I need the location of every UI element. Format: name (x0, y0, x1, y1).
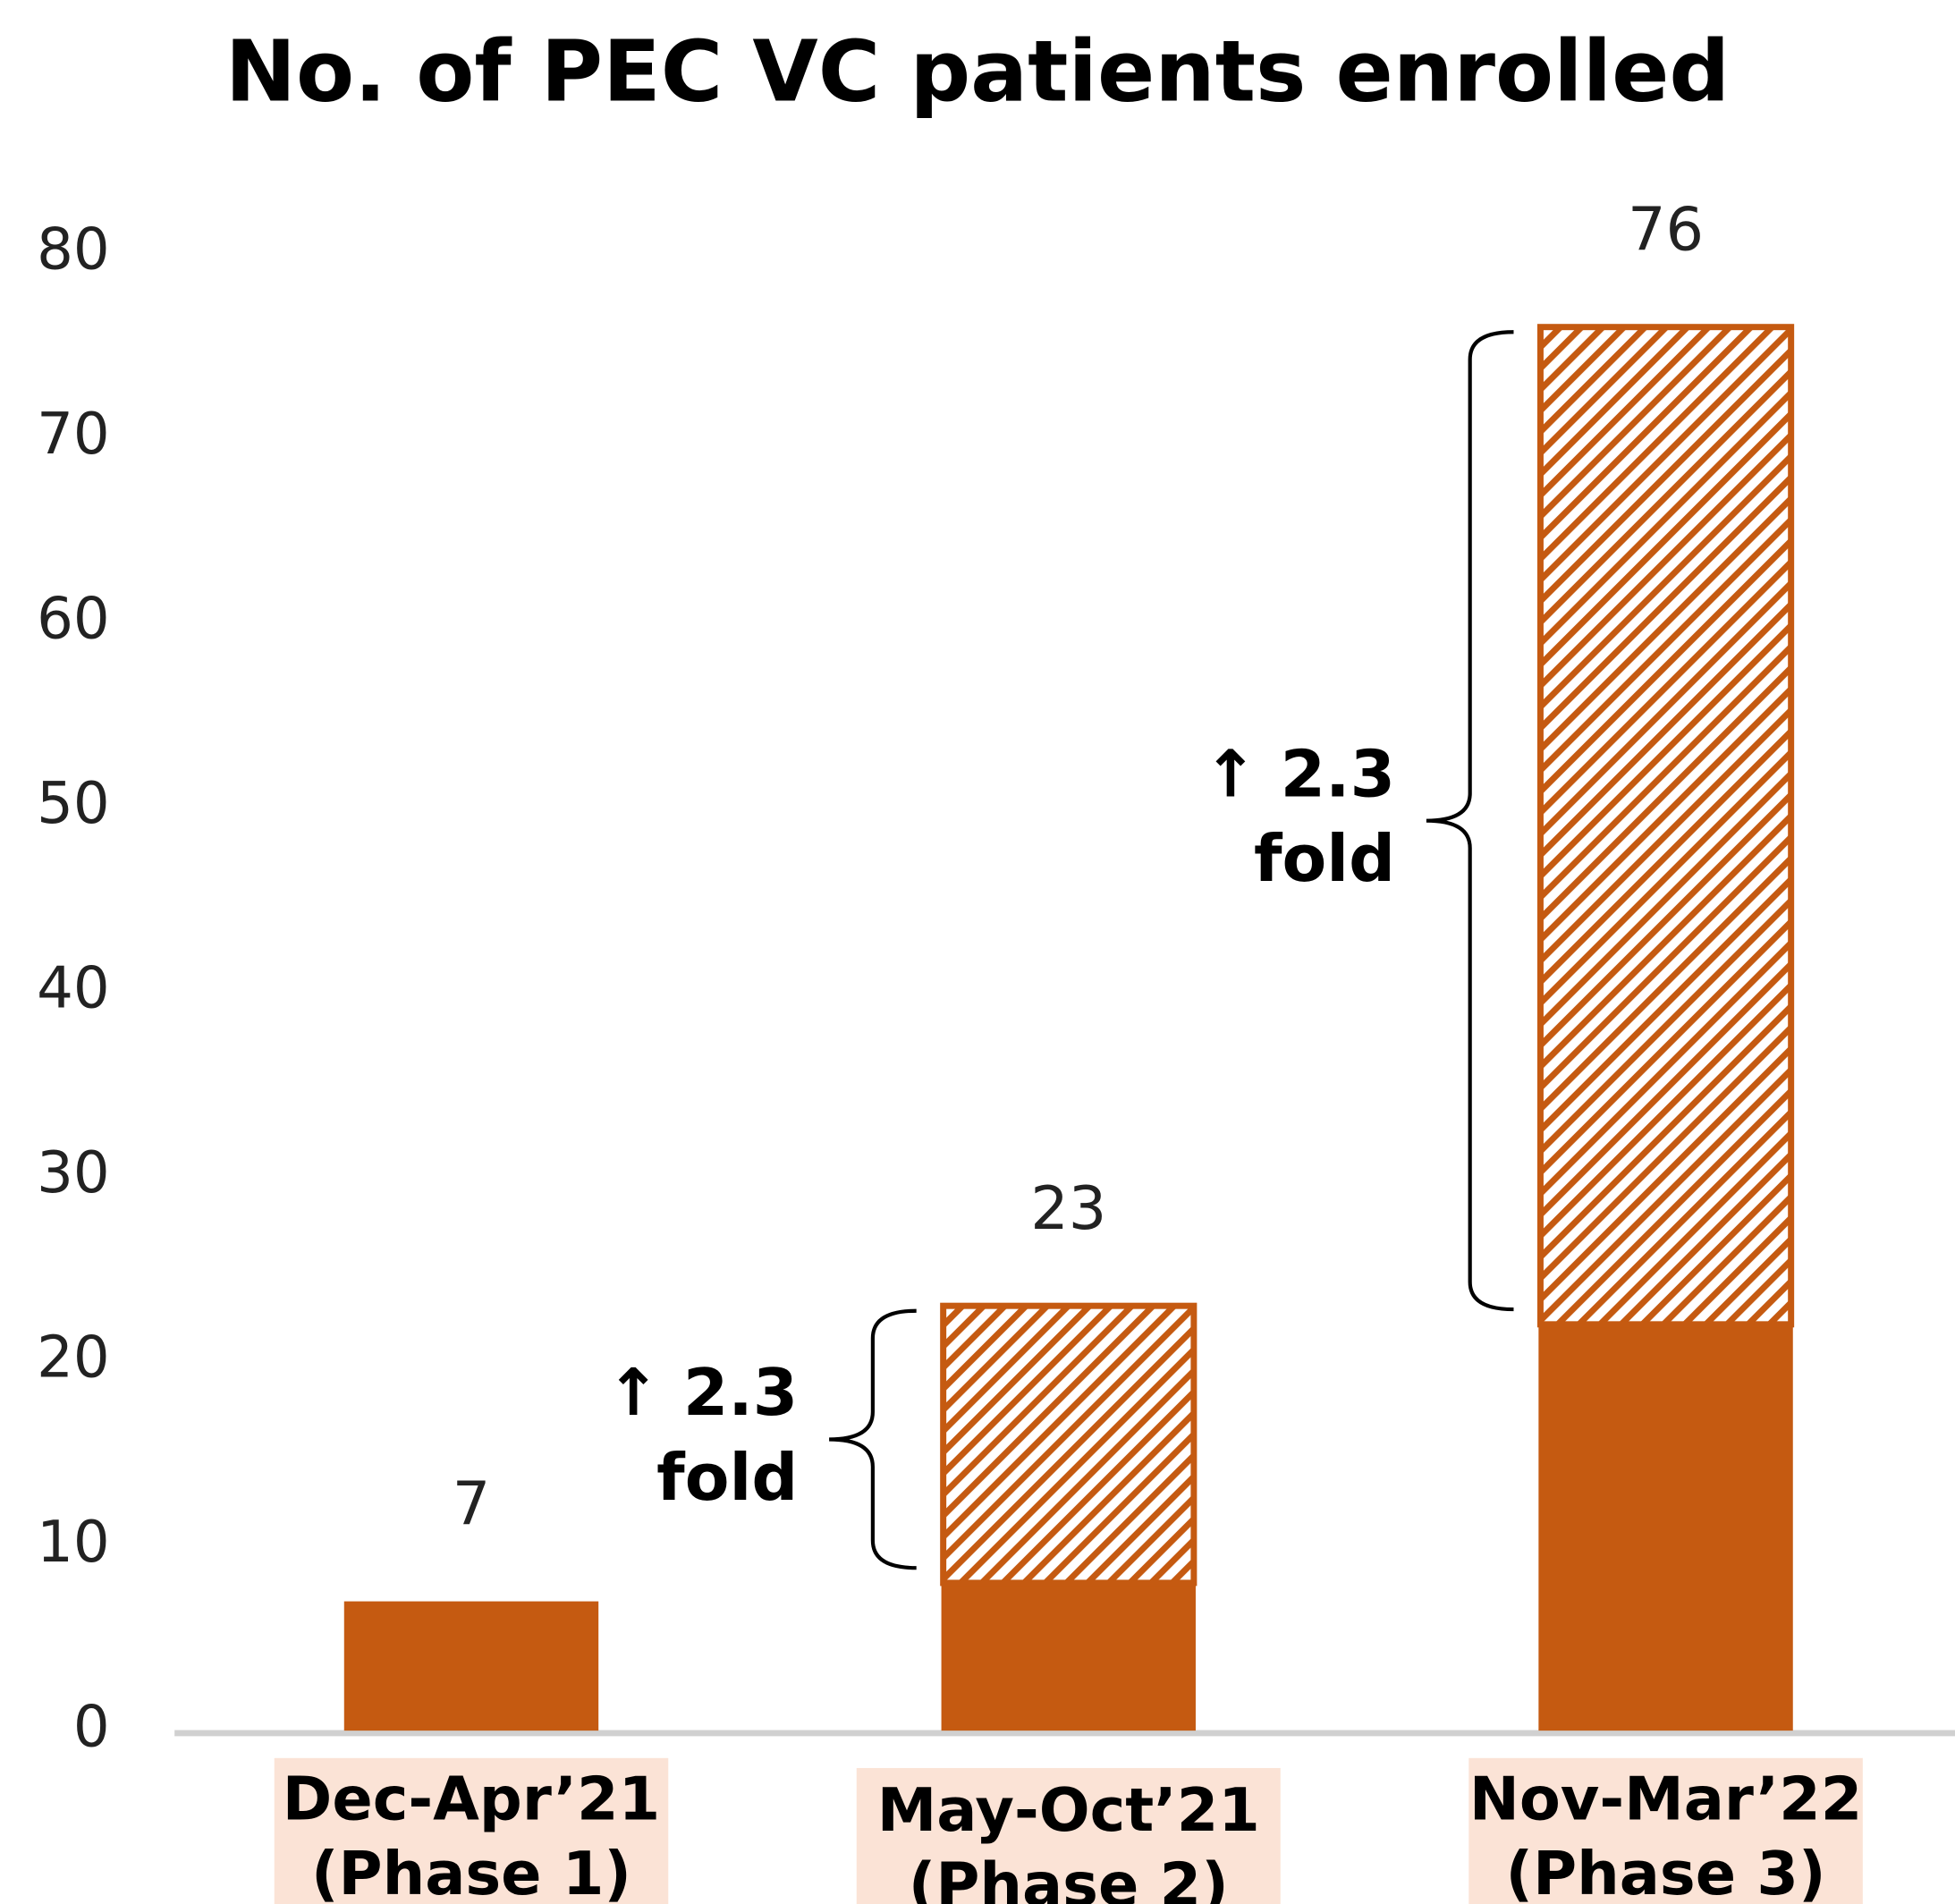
bar-segment (343, 1601, 599, 1731)
bar-segment (1538, 1324, 1793, 1731)
x-tick-label: May-Oct’21 (877, 1775, 1260, 1845)
category-box (274, 1757, 669, 1904)
y-tick-label: 0 (73, 1694, 110, 1761)
x-tick-label: Nov-Mar’22 (1469, 1764, 1862, 1834)
y-tick-label: 30 (37, 1139, 110, 1206)
category-box (856, 1767, 1281, 1904)
y-tick-label: 20 (37, 1324, 110, 1392)
data-label: 23 (1030, 1173, 1106, 1243)
annotation: ↑ 2.3 (1204, 737, 1395, 812)
bar-segment-hatched (940, 1302, 1198, 1587)
y-tick-label: 60 (37, 586, 110, 653)
x-tick-label: (Phase 2) (909, 1850, 1229, 1904)
category-box (1468, 1757, 1863, 1904)
x-tick-label: Dec-Apr’21 (283, 1764, 660, 1834)
data-label: 76 (1628, 195, 1704, 265)
bar-segment (941, 1582, 1196, 1731)
y-tick-label: 50 (37, 770, 110, 837)
y-tick-label: 80 (37, 216, 110, 283)
annotation: ↑ 2.3 (606, 1356, 798, 1431)
y-tick-label: 70 (37, 401, 110, 468)
bar-segment-hatched (1536, 324, 1795, 1328)
x-tick-label: (Phase 3) (1506, 1839, 1826, 1904)
annotation: fold (1254, 822, 1395, 897)
annotation: fold (656, 1441, 798, 1516)
chart-title: No. of PEC VC patients enrolled (225, 22, 1731, 121)
data-label: 7 (453, 1469, 491, 1539)
x-tick-label: (Phase 1) (311, 1839, 631, 1904)
y-tick-label: 40 (37, 955, 110, 1022)
y-tick-label: 10 (37, 1509, 110, 1576)
brace (1426, 330, 1514, 1312)
brace (829, 1308, 917, 1570)
